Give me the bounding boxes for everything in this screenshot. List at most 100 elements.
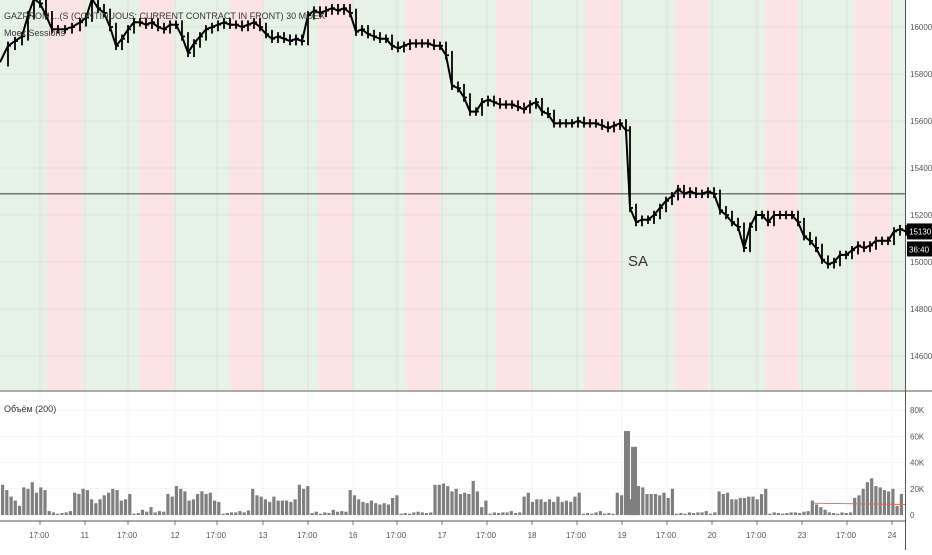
volume-bar [323, 512, 327, 515]
volume-bar [666, 497, 670, 515]
volume-bar [857, 495, 861, 515]
price-tick-label: 14600 [910, 352, 932, 361]
volume-bar [738, 497, 742, 515]
time-tick-label: 17:00 [117, 531, 138, 540]
volume-bar [670, 488, 674, 516]
volume-bar [615, 492, 619, 515]
volume-bar [268, 501, 272, 515]
volume-bar [310, 513, 314, 515]
volume-bar [471, 480, 475, 515]
volume-bar [781, 513, 785, 515]
volume-bar [870, 478, 874, 516]
time-tick-label: 17:00 [476, 531, 497, 540]
volume-bar [98, 499, 102, 516]
volume-bar [806, 511, 810, 515]
volume-bar [81, 488, 85, 516]
price-tick-label: 15000 [910, 258, 932, 267]
volume-bar [107, 492, 111, 515]
volume-bar [484, 500, 488, 515]
volume-bar [891, 488, 895, 516]
evening-session-band [406, 0, 440, 390]
volume-bar [68, 511, 72, 515]
countdown-value: 36:40 [909, 245, 930, 254]
volume-bar [611, 513, 615, 515]
volume-bar [853, 497, 857, 515]
volume-bar [704, 511, 708, 515]
volume-bar [179, 488, 183, 516]
volume-bar [802, 511, 806, 515]
volume-bar [255, 495, 259, 515]
volume-bar [815, 504, 819, 515]
time-tick-label: 17:00 [29, 531, 50, 540]
volume-bar [467, 494, 471, 515]
volume-bar [501, 512, 505, 515]
volume-bar [772, 512, 776, 515]
volume-bar [649, 494, 653, 515]
price-tick-label: 16000 [910, 23, 932, 32]
volume-bar [242, 512, 246, 515]
volume-bar [56, 513, 60, 515]
volume-bar [543, 501, 547, 515]
volume-bar [607, 513, 611, 515]
symbol-title: GAZPROM ...(S (CONTINUOUS: CURRENT CONTR… [4, 11, 326, 21]
time-tick-label: 24 [888, 531, 897, 540]
volume-bar [145, 511, 149, 515]
volume-bar [238, 511, 242, 515]
volume-bar [30, 482, 34, 515]
volume-bar [831, 513, 836, 515]
indicator-label: Moex Sessions [4, 28, 66, 38]
time-tick-label: 17:00 [297, 531, 318, 540]
annotation-sa: SA [628, 253, 648, 270]
time-tick-label: 23 [798, 531, 807, 540]
volume-bar [789, 512, 793, 515]
volume-bar [848, 512, 853, 515]
volume-bar [564, 500, 568, 515]
volume-bar [34, 492, 39, 515]
price-tick-label: 15200 [910, 211, 932, 220]
volume-bar [895, 505, 899, 515]
volume-bar [734, 499, 738, 516]
volume-bar [272, 496, 276, 515]
volume-bar [730, 499, 734, 516]
volume-bar [573, 496, 577, 515]
volume-ma-line [811, 502, 906, 505]
volume-bar [429, 512, 433, 515]
volume-bar [9, 496, 13, 515]
volume-bar [454, 488, 458, 516]
volume-bar [505, 512, 509, 515]
volume-bar [136, 513, 140, 515]
volume-bar [785, 513, 789, 515]
volume-bar [747, 496, 751, 515]
volume-bar [229, 512, 234, 515]
volume-bar [259, 496, 263, 515]
evening-session-band [230, 0, 263, 390]
volume-bar [882, 490, 886, 515]
volume-bar [552, 501, 556, 515]
volume-tick-label: 40K [910, 459, 925, 468]
evening-session-band [675, 0, 708, 390]
volume-bar [878, 487, 882, 515]
volume-bar [874, 486, 878, 515]
volume-bar [1, 484, 5, 515]
volume-bar [26, 488, 30, 516]
volume-label: Объём (200) [4, 404, 57, 414]
volume-bar [420, 512, 424, 515]
volume-bar [85, 490, 89, 515]
volume-bar [887, 491, 891, 515]
volume-bar [530, 501, 535, 515]
volume-bar [522, 496, 526, 515]
volume-bar [378, 504, 382, 515]
volume-bar [861, 488, 865, 516]
volume-bar [399, 513, 403, 515]
volume-bar [5, 490, 9, 515]
volume-bar [217, 501, 221, 515]
volume-bar [653, 494, 658, 515]
volume-bar [395, 495, 399, 515]
volume-bar [547, 499, 552, 516]
volume-bar [492, 512, 496, 515]
volume-bar [51, 512, 56, 515]
volume-bars [1, 431, 906, 516]
volume-bar [586, 513, 590, 515]
volume-bar [391, 497, 395, 515]
volume-bar [22, 487, 26, 515]
